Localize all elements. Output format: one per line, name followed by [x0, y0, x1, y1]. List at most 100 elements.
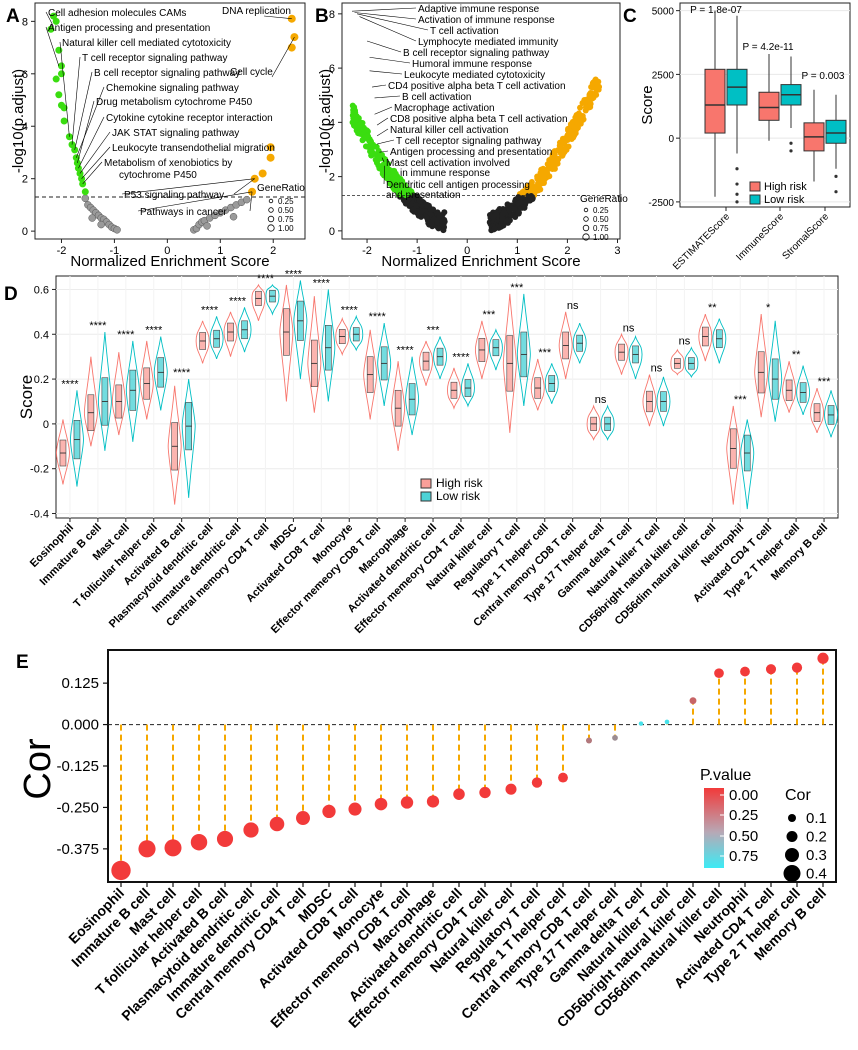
significance-label: ns — [623, 322, 635, 334]
pathway-label: Chemokine signaling pathway — [106, 83, 239, 94]
point-sig — [540, 166, 547, 173]
y-tick-label: -0.4 — [30, 509, 49, 521]
point-sig — [544, 161, 551, 168]
lollipop-dot — [714, 668, 724, 679]
point-sig-neg — [81, 188, 89, 196]
label-leader — [379, 150, 389, 153]
panel-letter-c: C — [623, 6, 637, 27]
pathway-label: B cell receptor signaling pathway — [94, 68, 240, 79]
violin-high — [670, 348, 685, 376]
process-label: Mast cell activation involved — [386, 158, 510, 169]
point-sig-neg — [60, 104, 68, 112]
point-nonsig — [412, 192, 419, 199]
violin-high — [56, 419, 70, 485]
point-nonsig — [418, 213, 425, 220]
y-tick-label: -0.250 — [56, 799, 99, 816]
significance-label: **** — [341, 304, 359, 316]
y-tick-label: 0.125 — [61, 675, 99, 692]
colorbar-tick-label: 0.75 — [729, 848, 758, 865]
legend-label: 0.1 — [806, 810, 827, 827]
panel-a: -2 -1 0 1 2 0 2 4 6 8 Normalized Enrichment Score -… — [10, 2, 306, 270]
violin-low — [712, 318, 727, 364]
point-nonsig — [243, 195, 251, 204]
plot-frame — [107, 649, 837, 883]
box — [825, 119, 847, 144]
legend-title: GeneRatio — [580, 194, 628, 205]
pathway-label: Leukocyte transendothelial migration — [112, 143, 275, 154]
point-nonsig — [435, 225, 442, 232]
violin-low — [684, 346, 699, 379]
violin-high — [363, 329, 378, 420]
violin-high — [419, 340, 433, 386]
point-sig — [352, 117, 359, 124]
point-nonsig — [512, 213, 519, 220]
point-sig-neg — [50, 12, 58, 20]
x-tick-label: ImmuneScore — [734, 211, 786, 263]
y-tick-label: 0.6 — [34, 284, 49, 296]
label-leader — [366, 40, 402, 53]
process-label: CD8 positive alpha beta T cell activatio… — [390, 114, 568, 125]
process-label: in immune response — [400, 168, 490, 179]
y-tick-label: 2500 — [652, 70, 675, 81]
violin-low — [70, 390, 84, 487]
point-nonsig — [506, 207, 513, 214]
process-label: B cell receptor signaling pathway — [403, 48, 549, 59]
violin-low — [237, 307, 252, 353]
legend-label: Low risk — [764, 194, 805, 206]
y-tick-label: 0 — [329, 226, 335, 238]
point-sig — [567, 121, 574, 128]
point-sig — [370, 150, 377, 157]
violin-low — [488, 328, 503, 371]
legend-size-marker — [582, 224, 590, 232]
legend-size-marker — [267, 215, 275, 223]
lollipop-dot — [505, 783, 517, 795]
point-sig — [577, 104, 584, 111]
point-sig — [349, 102, 356, 109]
legend-size-marker — [267, 224, 275, 232]
label-leader — [74, 71, 93, 150]
lollipop-dot — [531, 777, 543, 788]
legend-label: 0.75 — [593, 224, 609, 233]
point-sig — [526, 187, 533, 194]
point-sig-pos — [266, 153, 275, 162]
legend-swatch — [749, 181, 761, 192]
point-sig — [536, 178, 543, 185]
violin-high — [167, 385, 182, 505]
violin-high — [251, 283, 266, 321]
legend-swatch — [420, 491, 432, 502]
legend-size-marker — [583, 216, 589, 222]
pathway-label: Pathways in cancer — [140, 207, 227, 218]
label-leader — [137, 191, 253, 212]
label-leader — [249, 191, 253, 212]
point-nonsig — [517, 199, 524, 206]
x-tick-label: 1 — [514, 245, 520, 257]
point-sig-pos — [287, 43, 296, 52]
pathway-label: Cell adhesion molecules CAMs — [48, 8, 186, 19]
point-nonsig — [501, 209, 508, 216]
point-nonsig — [203, 222, 211, 230]
x-tick-label: 3 — [614, 245, 620, 257]
legend-label: 1.00 — [593, 233, 609, 242]
box-outlier — [834, 190, 838, 194]
process-label: Macrophage activation — [394, 103, 495, 114]
significance-label: ** — [792, 349, 801, 361]
lollipop-dot — [348, 802, 362, 816]
label-leader — [356, 13, 429, 31]
point-sig — [565, 125, 572, 132]
process-label: T cell activation — [430, 26, 499, 37]
lollipop-dot — [216, 830, 234, 847]
significance-label: **** — [313, 277, 331, 289]
point-nonsig — [504, 201, 511, 208]
violin-low — [153, 336, 168, 411]
violin-high — [474, 320, 489, 380]
point-nonsig — [430, 206, 437, 213]
x-tick-label: 2 — [270, 245, 276, 257]
lollipop-dot — [817, 652, 829, 664]
label-leader — [369, 56, 411, 64]
point-sig — [364, 143, 371, 150]
point-sig-neg — [57, 70, 65, 78]
significance-label: *** — [734, 394, 748, 406]
process-label: Dendritic cell antigen processing — [386, 180, 530, 191]
y-axis-label: Cor — [17, 738, 59, 800]
p-value-label: P = 1.8e-07 — [690, 5, 742, 16]
